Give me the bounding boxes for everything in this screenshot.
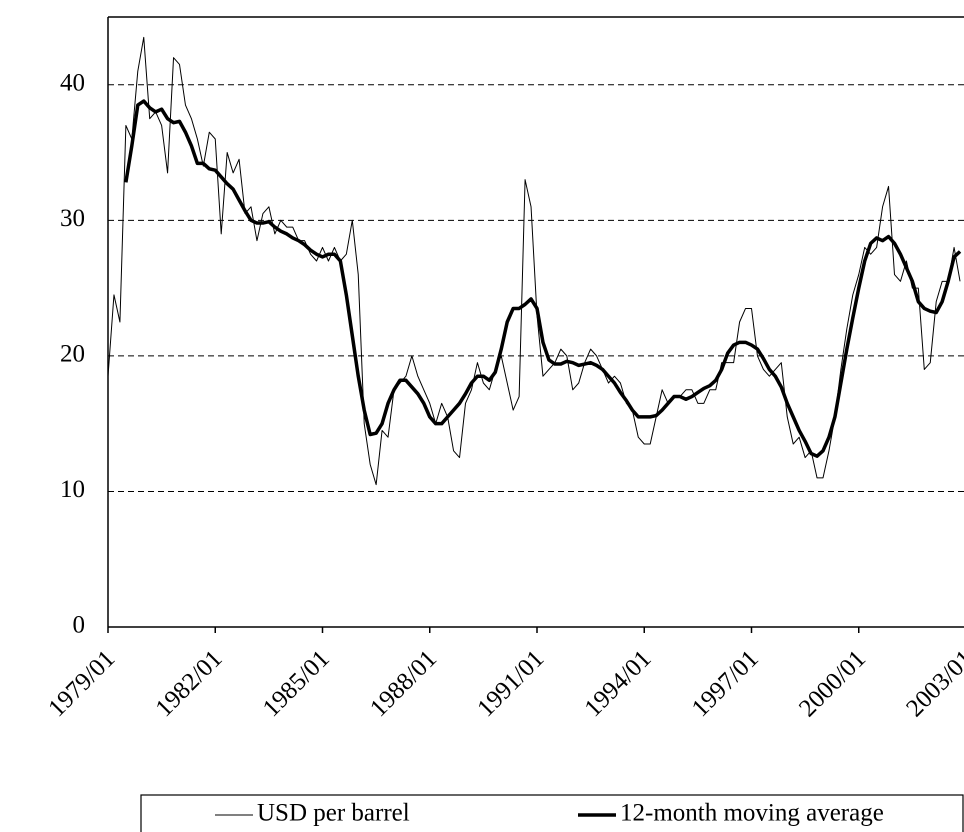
x-tick-label: 1985/01 bbox=[258, 645, 335, 722]
y-tick-label: 30 bbox=[60, 205, 85, 232]
series-line bbox=[124, 99, 962, 458]
x-tick-label: 2000/01 bbox=[794, 645, 871, 722]
y-tick-label: 20 bbox=[60, 341, 85, 368]
x-tick-label: 1994/01 bbox=[580, 645, 657, 722]
y-tick-label: 10 bbox=[60, 476, 85, 503]
x-tick-label: 1988/01 bbox=[365, 645, 442, 722]
legend-box bbox=[140, 794, 964, 832]
y-tick-label: 0 bbox=[73, 612, 86, 639]
legend-label: 12-month moving average bbox=[620, 800, 884, 827]
x-tick-label: 1979/01 bbox=[43, 645, 120, 722]
x-tick-label: 1997/01 bbox=[687, 645, 764, 722]
x-tick-label: 1982/01 bbox=[151, 645, 228, 722]
series-line bbox=[107, 36, 961, 486]
y-tick-label: 40 bbox=[60, 70, 85, 97]
x-tick-label: 2003/01 bbox=[901, 645, 964, 722]
x-tick-label: 1991/01 bbox=[472, 645, 549, 722]
legend-label: USD per barrel bbox=[257, 800, 410, 827]
legend: USD per barrel 12-month moving average bbox=[140, 794, 964, 832]
